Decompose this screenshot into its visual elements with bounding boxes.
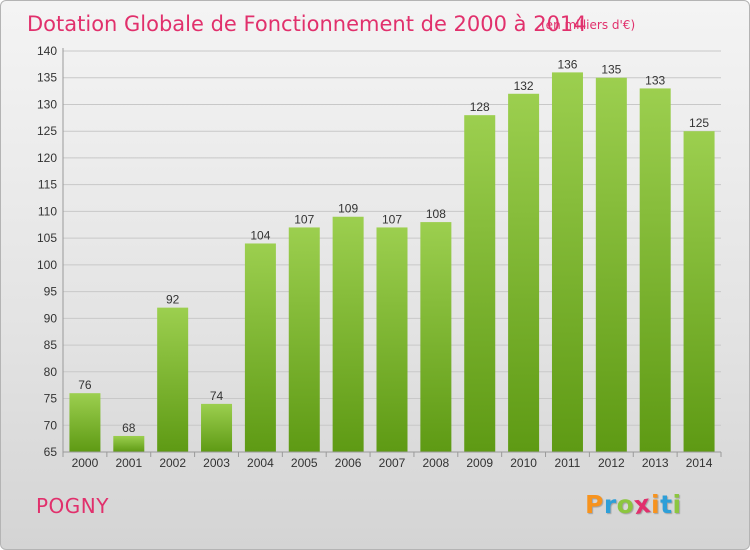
y-tick-label: 65 bbox=[44, 445, 58, 459]
bar-2014[interactable] bbox=[683, 131, 715, 452]
bar-2008[interactable] bbox=[420, 222, 452, 452]
bar-value-label: 132 bbox=[514, 79, 534, 93]
bar-value-label: 104 bbox=[250, 228, 270, 242]
chart-subtitle: (en milliers d'€) bbox=[541, 18, 635, 32]
bars-layer bbox=[69, 72, 715, 453]
bar-2012[interactable] bbox=[595, 77, 627, 452]
x-tick-label: 2004 bbox=[247, 456, 274, 470]
bar-2002[interactable] bbox=[157, 307, 189, 452]
bar-2013[interactable] bbox=[639, 88, 671, 452]
bar-2007[interactable] bbox=[376, 227, 408, 452]
x-tick-label: 2000 bbox=[72, 456, 99, 470]
x-tick-label: 2007 bbox=[379, 456, 406, 470]
bar-2003[interactable] bbox=[201, 403, 233, 452]
y-tick-label: 115 bbox=[38, 178, 57, 192]
x-tick-label: 2001 bbox=[115, 456, 142, 470]
x-tick-label: 2013 bbox=[642, 456, 669, 470]
logo-letter: P bbox=[585, 490, 604, 519]
y-tick-label: 80 bbox=[44, 365, 58, 379]
bar-2010[interactable] bbox=[508, 93, 540, 453]
bar-2001[interactable] bbox=[113, 435, 145, 452]
x-tick-label: 2006 bbox=[335, 456, 362, 470]
bar-2006[interactable] bbox=[332, 216, 364, 452]
y-tick-label: 125 bbox=[37, 124, 57, 138]
y-tick-label: 100 bbox=[37, 258, 57, 272]
bar-value-label: 128 bbox=[470, 100, 490, 114]
y-tick-label: 75 bbox=[44, 392, 58, 406]
x-tick-label: 2002 bbox=[159, 456, 186, 470]
x-tick-label: 2014 bbox=[686, 456, 713, 470]
y-tick-label: 85 bbox=[44, 338, 58, 352]
bar-value-label: 107 bbox=[294, 212, 314, 226]
logo-letter: x bbox=[632, 488, 653, 521]
proxiti-logo[interactable]: Proxiti bbox=[585, 488, 682, 521]
logo-letter: o bbox=[616, 490, 635, 519]
commune-name: POGNY bbox=[36, 494, 109, 518]
bar-value-label: 125 bbox=[689, 116, 709, 130]
y-tick-label: 130 bbox=[37, 97, 57, 111]
bar-value-label: 109 bbox=[338, 202, 358, 216]
bar-2011[interactable] bbox=[551, 72, 583, 453]
y-tick-label: 110 bbox=[38, 204, 57, 218]
bar-value-label: 133 bbox=[645, 73, 665, 87]
x-tick-label: 2009 bbox=[466, 456, 493, 470]
bar-value-label: 76 bbox=[78, 378, 92, 392]
bar-value-label: 136 bbox=[557, 57, 577, 71]
bar-2004[interactable] bbox=[244, 243, 276, 452]
y-tick-label: 95 bbox=[44, 285, 58, 299]
bar-value-label: 107 bbox=[382, 212, 402, 226]
x-tick-label: 2003 bbox=[203, 456, 230, 470]
y-tick-label: 140 bbox=[37, 44, 57, 58]
y-tick-label: 135 bbox=[37, 71, 57, 85]
bar-value-label: 135 bbox=[601, 63, 621, 77]
y-tick-label: 105 bbox=[37, 231, 57, 245]
bar-2000[interactable] bbox=[69, 393, 101, 452]
bar-2005[interactable] bbox=[288, 227, 320, 452]
x-tick-label: 2012 bbox=[598, 456, 625, 470]
x-tick-label: 2011 bbox=[555, 456, 581, 470]
x-tick-label: 2008 bbox=[423, 456, 450, 470]
y-tick-label: 90 bbox=[44, 311, 58, 325]
bar-value-label: 108 bbox=[426, 207, 446, 221]
bar-value-label: 92 bbox=[166, 293, 180, 307]
logo-letter: r bbox=[603, 490, 617, 519]
logo-letter: i bbox=[672, 490, 682, 519]
x-tick-label: 2005 bbox=[291, 456, 318, 470]
x-tick-label: 2010 bbox=[510, 456, 537, 470]
y-tick-label: 120 bbox=[37, 151, 57, 165]
logo-letter: i bbox=[651, 490, 661, 519]
bar-2009[interactable] bbox=[464, 115, 496, 452]
bar-value-label: 74 bbox=[210, 389, 224, 403]
axes-layer: 65 70 75 80 85 90 95 100 105 110 115 120 125 130 135 14… bbox=[37, 44, 722, 470]
y-tick-label: 70 bbox=[44, 418, 58, 432]
chart-title: Dotation Globale de Fonctionnement de 20… bbox=[27, 12, 587, 36]
bar-value-label: 68 bbox=[122, 421, 136, 435]
logo-letter: t bbox=[660, 490, 673, 519]
